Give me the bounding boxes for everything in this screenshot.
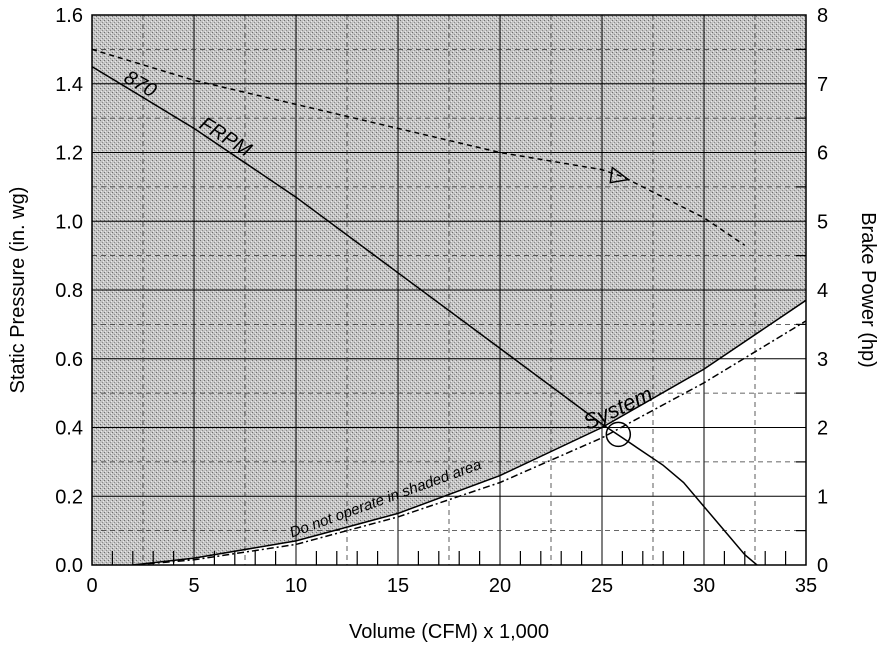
y2-tick-label: 6: [817, 143, 828, 165]
y-tick-label: 0.6: [55, 349, 83, 371]
x-tick-label: 5: [188, 575, 199, 597]
y2-axis-title: Brake Power (hp): [857, 212, 878, 368]
y-tick-label: 1.6: [55, 5, 83, 27]
x-tick-label: 35: [795, 575, 817, 597]
axes: 0 5 10 15 20 25 30 350.00.20.40.60.81.01.21.41.…: [55, 5, 828, 597]
y2-tick-label: 1: [817, 486, 828, 508]
series-lines: [92, 48, 806, 565]
y-tick-label: 0.8: [55, 280, 83, 302]
system-curve-alt-line: [132, 320, 806, 565]
y2-tick-label: 2: [817, 418, 828, 440]
fan-curve-line: [92, 65, 758, 565]
x-axis-title: Volume (CFM) x 1,000: [349, 621, 549, 643]
y2-tick-label: 5: [817, 211, 828, 233]
y2-tick-label: 4: [817, 280, 828, 302]
brake-power-marker: [609, 166, 631, 184]
y2-tick-label: 0: [817, 555, 828, 577]
y2-tick-label: 8: [817, 5, 828, 27]
y-tick-label: 1.0: [55, 211, 83, 233]
y-tick-label: 0.2: [55, 486, 83, 508]
markers: [605, 166, 632, 448]
operating-point-marker: [605, 421, 632, 448]
x-tick-label: 25: [591, 575, 613, 597]
y-axis-title: Static Pressure (in. wg): [7, 187, 29, 394]
plot-frame: [91, 14, 807, 566]
x-tick-label: 10: [285, 575, 307, 597]
x-tick-label: 20: [489, 575, 511, 597]
y-tick-label: 1.4: [55, 74, 83, 96]
grid: [92, 15, 806, 565]
y-tick-label: 1.2: [55, 143, 83, 165]
x-tick-label: 30: [693, 575, 715, 597]
y-tick-label: 0.4: [55, 418, 83, 440]
system-curve-line: [132, 299, 806, 565]
x-tick-label: 15: [387, 575, 409, 597]
brake-power-line: [92, 48, 746, 246]
x-tick-label: 0: [86, 575, 97, 597]
y-tick-label: 0.0: [55, 555, 83, 577]
y2-tick-label: 3: [817, 349, 828, 371]
y2-tick-label: 7: [817, 74, 828, 96]
